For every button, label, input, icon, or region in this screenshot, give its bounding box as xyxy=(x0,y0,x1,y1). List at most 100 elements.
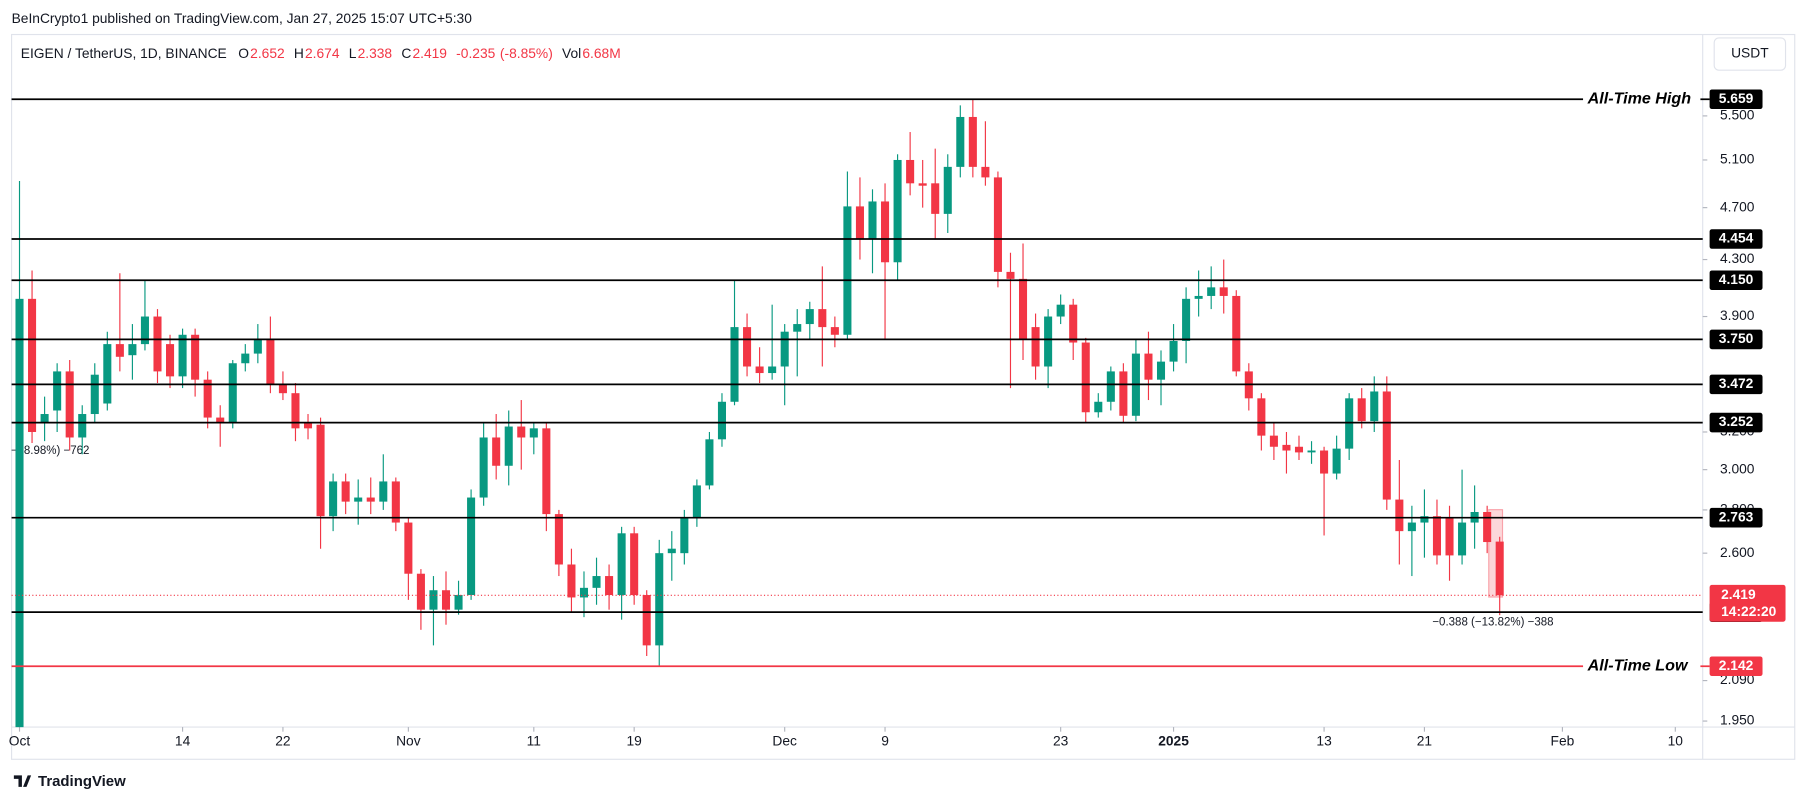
measure-label: −0.388 (−13.82%) −388 xyxy=(1432,616,1553,628)
candle-body xyxy=(1445,518,1454,556)
level-label: 2.142 xyxy=(1719,658,1754,673)
level-label-box xyxy=(1709,329,1763,350)
footer-logo: TradingView xyxy=(13,773,126,790)
candle-body xyxy=(717,401,726,440)
candle-body xyxy=(266,339,275,385)
candle-body xyxy=(1069,304,1078,343)
candle-body xyxy=(1495,541,1504,596)
candle-body xyxy=(1370,391,1379,422)
currency-button[interactable] xyxy=(1713,37,1787,71)
candle-body xyxy=(241,353,250,364)
candle-body xyxy=(416,573,425,610)
candle-body xyxy=(642,595,651,646)
last-price-box xyxy=(1709,584,1786,622)
candle-body xyxy=(140,316,149,345)
y-tick-label: 3.900 xyxy=(1720,308,1755,323)
candle-body xyxy=(793,324,802,332)
candle-body xyxy=(278,384,287,394)
candle-body xyxy=(755,366,764,374)
level-label-box xyxy=(1709,89,1763,110)
candle-body xyxy=(53,371,62,411)
candle-body xyxy=(567,564,576,598)
symbol-legend: EIGEN / TetherUS, 1D, BINANCE O2.652 H2.67… xyxy=(21,46,621,61)
candle-body xyxy=(579,587,589,598)
candle-body xyxy=(780,331,789,367)
last-price-label: 2.419 xyxy=(1721,587,1756,602)
candle-body xyxy=(1395,499,1404,532)
candle-body xyxy=(1432,516,1442,556)
candle-body xyxy=(291,393,300,429)
level-label-box xyxy=(1709,270,1763,291)
y-tick-label: 5.500 xyxy=(1720,108,1755,123)
candle-body xyxy=(655,553,664,646)
legend-value: 2.652 xyxy=(250,46,285,61)
candle-body xyxy=(855,206,864,240)
candle-body xyxy=(931,183,940,214)
candle-body xyxy=(968,116,977,167)
candle-body xyxy=(1407,522,1416,532)
candle-body xyxy=(1081,342,1090,413)
x-tick-label: 23 xyxy=(1053,734,1069,749)
candle-body xyxy=(1018,278,1028,340)
candle-body xyxy=(605,576,614,596)
candle-body xyxy=(705,439,714,486)
legend-key: H xyxy=(294,46,304,61)
y-tick-label: 4.300 xyxy=(1720,251,1755,266)
level-annotation: All-Time Low xyxy=(1587,656,1689,674)
candle-body xyxy=(554,514,563,565)
candle-body xyxy=(843,206,852,335)
x-tick-label: 2025 xyxy=(1158,734,1189,749)
candle-body xyxy=(467,497,476,596)
candle-body xyxy=(1006,271,1015,279)
candle-body xyxy=(28,298,37,432)
candle-body xyxy=(943,166,952,214)
candle-body xyxy=(1056,304,1065,317)
candle-body xyxy=(479,437,488,498)
candle-body xyxy=(228,363,237,423)
x-tick-label: 14 xyxy=(175,734,191,749)
candle-body xyxy=(768,366,777,374)
legend-value: 2.419 xyxy=(412,46,447,61)
candle-body xyxy=(1106,371,1115,402)
x-tick-label: 11 xyxy=(527,734,541,749)
candle-body xyxy=(692,485,701,519)
level-label-box xyxy=(1709,229,1763,249)
candle-body xyxy=(730,327,739,402)
x-tick-label: Oct xyxy=(9,734,31,749)
legend-value: 2.338 xyxy=(358,46,393,61)
candle-body xyxy=(178,334,187,377)
y-tick-label: 3.000 xyxy=(1720,461,1755,476)
x-tick-label: 22 xyxy=(275,734,290,749)
x-tick-label: 19 xyxy=(626,734,642,749)
candle-body xyxy=(1357,398,1366,422)
candles xyxy=(15,99,1504,728)
candle-body xyxy=(818,309,827,328)
symbol-name: EIGEN / TetherUS, 1D, BINANCE xyxy=(21,46,227,61)
candle-body xyxy=(1332,448,1341,474)
y-tick-label: 2.600 xyxy=(1720,545,1755,560)
candle-body xyxy=(1194,295,1203,299)
candle-body xyxy=(1382,391,1391,500)
currency-label[interactable]: USDT xyxy=(1731,46,1769,61)
candle-body xyxy=(1144,353,1153,380)
x-tick-label: 13 xyxy=(1316,734,1332,749)
candle-body xyxy=(65,371,74,438)
candle-body xyxy=(1345,398,1354,449)
candle-body xyxy=(1257,398,1266,436)
footer-brand: TradingView xyxy=(38,773,126,790)
candle-body xyxy=(316,424,325,517)
legend-key: O xyxy=(238,46,249,61)
candle-body xyxy=(1182,298,1191,341)
candle-body xyxy=(1294,446,1304,453)
candle-body xyxy=(15,298,24,728)
candle-body xyxy=(630,533,639,596)
candle-body xyxy=(1169,340,1178,362)
level-label-box xyxy=(1709,374,1763,395)
x-tick-label: 10 xyxy=(1668,734,1684,749)
candle-body xyxy=(906,159,915,184)
candle-body xyxy=(1307,450,1316,453)
candle-body xyxy=(1094,401,1103,413)
candle-body xyxy=(329,481,338,517)
